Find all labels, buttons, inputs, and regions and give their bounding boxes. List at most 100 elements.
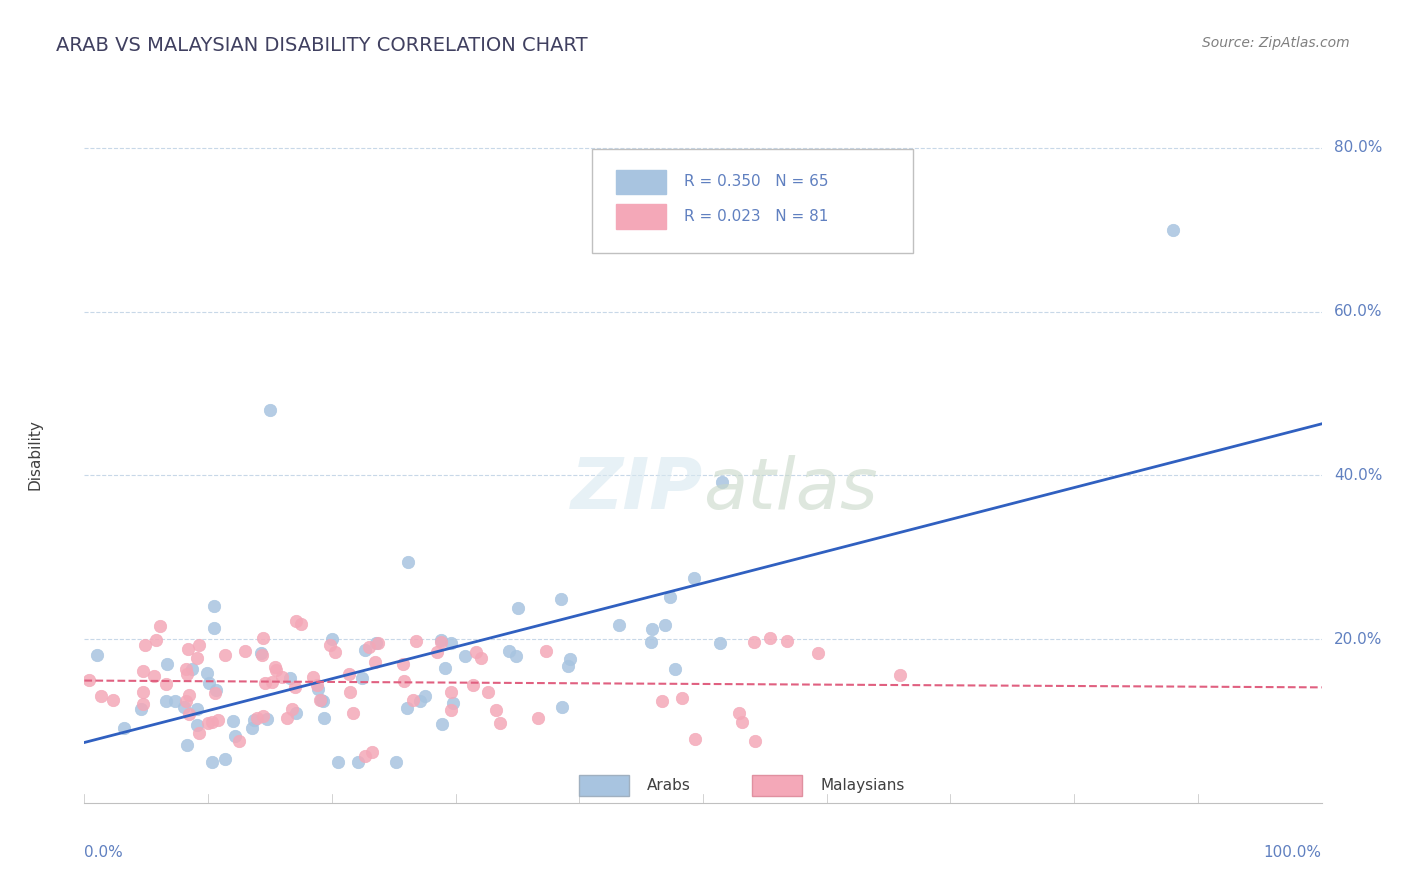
Point	[654, 618, 676, 632]
Point	[186, 702, 208, 716]
Point	[485, 703, 508, 717]
Point	[536, 644, 558, 658]
Point	[188, 639, 211, 653]
Point	[461, 678, 484, 692]
Text: R = 0.350   N = 65: R = 0.350 N = 65	[685, 174, 830, 189]
Point	[245, 711, 267, 725]
Point	[202, 621, 225, 635]
Point	[408, 694, 430, 708]
Point	[671, 691, 693, 706]
Point	[557, 658, 579, 673]
Text: 100.0%: 100.0%	[1264, 845, 1322, 860]
Point	[744, 734, 766, 748]
Point	[385, 755, 408, 769]
Point	[683, 571, 706, 585]
Point	[367, 636, 389, 650]
Point	[505, 649, 527, 664]
Text: Arabs: Arabs	[647, 778, 692, 793]
Point	[439, 636, 461, 650]
Point	[290, 616, 312, 631]
Point	[405, 633, 427, 648]
Point	[354, 643, 377, 657]
Point	[156, 657, 179, 672]
Text: ZIP: ZIP	[571, 455, 703, 524]
Point	[326, 755, 349, 769]
Point	[607, 617, 630, 632]
Point	[214, 648, 236, 663]
Point	[228, 734, 250, 748]
Point	[683, 731, 706, 746]
Point	[366, 636, 388, 650]
Point	[658, 590, 681, 604]
Point	[112, 721, 135, 735]
Point	[253, 675, 276, 690]
Point	[285, 615, 308, 629]
Point	[240, 721, 263, 735]
Point	[550, 592, 572, 607]
Point	[132, 685, 155, 699]
Point	[551, 700, 574, 714]
Point	[90, 689, 112, 703]
Point	[342, 706, 364, 720]
Text: atlas: atlas	[703, 455, 877, 524]
Point	[249, 646, 271, 660]
Point	[271, 669, 294, 683]
Text: 0.0%: 0.0%	[84, 845, 124, 860]
Point	[776, 633, 799, 648]
Point	[174, 694, 197, 708]
Point	[77, 673, 100, 687]
Point	[744, 635, 766, 649]
Point	[222, 714, 245, 728]
Point	[259, 403, 281, 417]
Point	[149, 618, 172, 632]
Point	[176, 738, 198, 752]
Point	[195, 665, 218, 680]
Point	[281, 702, 304, 716]
Point	[276, 711, 298, 725]
Point	[101, 692, 124, 706]
Point	[527, 711, 550, 725]
Point	[252, 632, 274, 646]
Point	[454, 649, 477, 664]
Point	[339, 667, 361, 681]
Point	[176, 641, 198, 656]
Point	[197, 715, 219, 730]
Point	[309, 693, 332, 707]
Point	[235, 643, 257, 657]
Point	[186, 651, 208, 665]
Point	[807, 646, 830, 660]
Point	[641, 622, 664, 636]
Point	[392, 674, 415, 689]
Point	[347, 755, 370, 769]
Text: 60.0%: 60.0%	[1334, 304, 1382, 319]
Point	[498, 643, 520, 657]
Text: 20.0%: 20.0%	[1334, 632, 1382, 647]
Point	[429, 633, 451, 648]
Text: 40.0%: 40.0%	[1334, 468, 1382, 483]
Point	[402, 693, 425, 707]
Point	[440, 685, 463, 699]
Point	[321, 632, 343, 646]
Point	[759, 631, 782, 645]
Point	[396, 555, 419, 569]
Point	[173, 699, 195, 714]
Text: 80.0%: 80.0%	[1334, 140, 1382, 155]
Point	[711, 475, 734, 490]
Point	[728, 706, 751, 720]
Point	[155, 677, 177, 691]
Point	[395, 701, 418, 715]
Point	[197, 676, 219, 690]
Point	[470, 651, 492, 665]
FancyBboxPatch shape	[616, 204, 666, 228]
FancyBboxPatch shape	[752, 775, 801, 796]
Text: Malaysians: Malaysians	[821, 778, 905, 793]
Point	[350, 671, 373, 685]
Point	[284, 680, 307, 694]
Point	[558, 652, 581, 666]
Point	[319, 638, 342, 652]
Text: Source: ZipAtlas.com: Source: ZipAtlas.com	[1202, 36, 1350, 50]
Point	[364, 655, 387, 669]
Point	[132, 664, 155, 678]
Point	[413, 689, 436, 703]
Point	[889, 667, 911, 681]
